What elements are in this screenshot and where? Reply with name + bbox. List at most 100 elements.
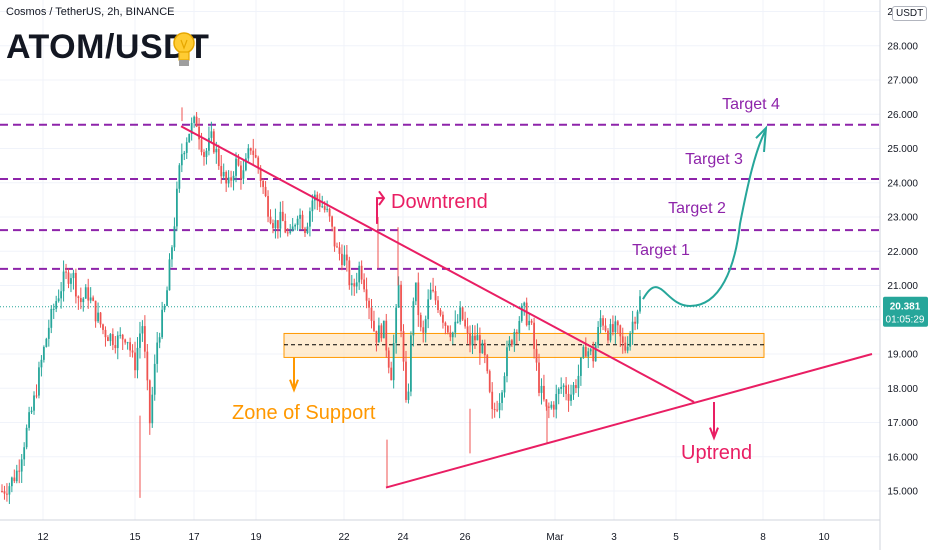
candle-body — [77, 296, 80, 299]
candle-body — [235, 158, 237, 176]
candle-body — [547, 406, 550, 408]
candle-body — [97, 312, 99, 322]
candle-body — [432, 289, 434, 292]
candle-body — [208, 137, 210, 151]
candle-body — [365, 289, 368, 301]
candle-body — [321, 206, 324, 208]
candle-body — [141, 326, 144, 334]
candle-body — [336, 246, 338, 248]
time-tick-label: 22 — [338, 532, 350, 543]
candle-body — [72, 272, 75, 279]
candle-body — [562, 385, 565, 387]
candle-body — [3, 491, 6, 494]
price-tick-label: 18.000 — [887, 384, 918, 395]
candle-body — [333, 226, 336, 247]
candle-body — [42, 346, 45, 360]
candle-body — [25, 427, 28, 448]
candle-body — [168, 259, 171, 291]
candle-body — [161, 309, 164, 338]
price-axis-bg — [880, 0, 932, 550]
candle-body — [60, 291, 63, 299]
price-tick-label: 19.000 — [887, 350, 918, 361]
candle-body — [102, 324, 104, 330]
candle-body — [471, 335, 474, 346]
candle-body — [377, 325, 380, 343]
candle-body — [131, 350, 134, 353]
price-axis[interactable]: 15.00016.00017.00018.00019.00020.00021.0… — [879, 0, 932, 550]
candle-body — [449, 332, 452, 338]
candle-body — [65, 271, 67, 273]
candle-body — [612, 324, 614, 333]
time-axis[interactable]: 12 15 17 19 22 24 26 Mar 3 5 8 10 — [0, 519, 880, 543]
candle-body — [464, 319, 467, 327]
candle-body — [400, 284, 402, 332]
candle-body — [535, 348, 538, 363]
candle-body — [262, 180, 265, 187]
candle-body — [422, 327, 425, 333]
candle-body — [506, 347, 508, 377]
candle-body — [79, 298, 82, 303]
candle-body — [249, 148, 252, 151]
candle-body — [493, 409, 496, 411]
candle-body — [629, 333, 632, 347]
candle-body — [518, 320, 521, 334]
time-tick-label: 8 — [760, 532, 766, 543]
candle-body — [203, 152, 205, 157]
candle-body — [30, 410, 33, 413]
candle-body — [513, 332, 516, 345]
candle-body — [380, 325, 383, 339]
candle-body — [52, 308, 55, 310]
candle-body — [267, 196, 269, 217]
candle-body — [478, 335, 481, 354]
candle-body — [232, 175, 235, 181]
candle-body — [45, 338, 48, 347]
candle-body — [328, 208, 331, 217]
candle-body — [15, 470, 18, 482]
price-tick-label: 16.000 — [887, 452, 918, 463]
candle-body — [508, 340, 511, 348]
current-price-label: 20.381 — [890, 302, 921, 313]
target-lines: Target 121.484Target 222.618Target 324.1… — [0, 96, 928, 277]
candle-body — [242, 170, 245, 179]
candle-body — [84, 287, 87, 299]
candle-body — [6, 493, 8, 495]
candle-body — [382, 320, 385, 339]
time-tick-label: 5 — [673, 532, 679, 543]
candle-body — [111, 334, 114, 346]
candle-body — [634, 321, 636, 324]
candle-body — [163, 305, 166, 310]
candle-body — [368, 300, 370, 308]
currency-badge[interactable]: USDT — [892, 6, 928, 21]
candle-body — [525, 302, 528, 326]
candle-body — [70, 278, 72, 284]
candle-body — [424, 319, 427, 333]
candle-body — [129, 342, 131, 351]
candle-body — [491, 391, 494, 410]
candle-body — [183, 152, 186, 155]
candle-body — [501, 392, 503, 403]
candle-body — [454, 321, 457, 333]
target-label: Target 3 — [685, 151, 743, 168]
candle-body — [538, 362, 540, 393]
candle-body — [99, 312, 102, 325]
target-label: Target 2 — [668, 200, 726, 217]
candle-body — [370, 307, 373, 321]
price-tick-label: 27.000 — [887, 76, 918, 87]
candle-body — [104, 329, 107, 338]
candle-body — [47, 327, 50, 339]
time-tick-label: 15 — [129, 532, 141, 543]
candle-body — [10, 477, 13, 487]
candle-body — [540, 385, 543, 393]
candle-body — [269, 216, 272, 224]
candle-body — [272, 223, 274, 229]
candle-body — [227, 177, 230, 184]
candle-body — [301, 214, 304, 229]
candle-body — [279, 211, 282, 229]
candle-body — [50, 308, 53, 328]
candle-body — [488, 371, 491, 392]
candle-body — [474, 335, 476, 341]
candle-body — [148, 380, 151, 424]
candle-body — [8, 486, 11, 495]
candle-body — [257, 157, 260, 168]
